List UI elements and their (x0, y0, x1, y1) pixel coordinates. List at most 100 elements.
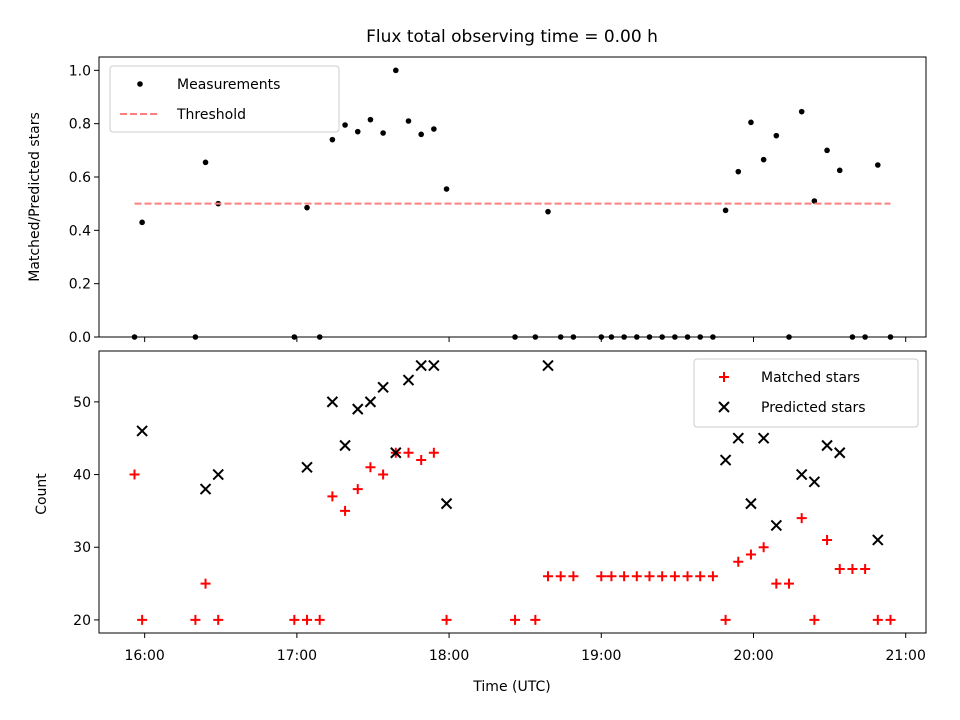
matched-star-point (428, 447, 439, 458)
x-tick-label: 16:00 (124, 648, 164, 664)
matched-star-point (302, 614, 313, 625)
matched-star-point (543, 571, 554, 582)
ratio-legend: Measurements Threshold (109, 65, 340, 133)
predicted-star-point (199, 483, 212, 495)
measurement-point (735, 168, 742, 175)
predicted-star-point (732, 432, 744, 444)
matched-star-point (619, 571, 630, 582)
y-tick-label: 0.6 (69, 170, 91, 186)
measurement-point (304, 204, 310, 211)
x-tick-label: 20:00 (733, 648, 773, 664)
legend-label: Predicted stars (761, 400, 866, 416)
matched-star-point (669, 571, 680, 582)
bottom-y-axis-label: Count (34, 473, 50, 515)
predicted-star-point (834, 447, 846, 459)
matched-star-point (695, 571, 706, 582)
legend-box (109, 65, 340, 133)
matched-star-point (784, 578, 795, 589)
ratio-plot-frame (98, 56, 927, 338)
matched-star-point (682, 571, 693, 582)
predicted-star-point (770, 519, 783, 532)
y-tick-label: 1.0 (69, 63, 91, 79)
predicted-star-point (440, 497, 453, 510)
matched-star-point (190, 614, 201, 625)
matched-star-point (644, 571, 655, 582)
matched-star-point (314, 614, 325, 625)
measurement-point (443, 186, 450, 192)
matched-star-point (796, 513, 807, 524)
measurement-point (545, 208, 551, 215)
predicted-star-point (808, 476, 821, 488)
predicted-star-point (326, 396, 339, 408)
predicted-star-point (364, 396, 377, 408)
predicted-star-point (415, 359, 427, 372)
legend-marker (719, 372, 729, 382)
predicted-star-point (795, 468, 808, 481)
y-tick-label: 40 (73, 468, 91, 484)
measurement-point (748, 119, 754, 126)
measurement-point (393, 67, 399, 74)
matched-star-point (441, 614, 452, 625)
matched-star-point (707, 571, 718, 582)
predicted-star-point (872, 534, 884, 546)
predicted-star-point (757, 432, 770, 444)
measurement-point (811, 198, 818, 204)
x-tick-label: 18:00 (429, 648, 469, 664)
matched-star-point (510, 614, 521, 625)
predicted-star-point (377, 381, 389, 394)
legend-box (693, 358, 919, 428)
matched-star-point (733, 556, 744, 567)
matched-star-point (365, 462, 376, 473)
measurement-point (418, 131, 424, 138)
measurement-point (342, 122, 348, 128)
measurement-point (354, 128, 361, 135)
matched-star-point (340, 505, 351, 516)
measurement-point (824, 147, 830, 154)
matched-star-point (200, 578, 211, 589)
count-marks (129, 359, 896, 625)
x-axis-label: Time (UTC) (472, 679, 550, 695)
matched-star-point (289, 614, 300, 625)
x-tick-label: 17:00 (277, 648, 317, 664)
top-y-axis-label: Matched/Predicted stars (27, 112, 43, 282)
legend-label: Matched stars (761, 370, 860, 386)
measurement-point (875, 162, 881, 168)
predicted-star-point (821, 439, 833, 452)
y-tick-label: 30 (73, 540, 91, 556)
measurement-point (431, 126, 437, 132)
y-tick-label: 0.8 (69, 117, 91, 133)
matched-star-point (771, 578, 782, 589)
matched-star-point (530, 614, 541, 625)
matched-star-point (403, 447, 414, 458)
predicted-star-point (428, 359, 440, 372)
matched-star-point (213, 614, 224, 625)
y-tick-label: 0.2 (69, 277, 91, 293)
y-tick-label: 0.4 (69, 223, 91, 239)
matched-star-point (416, 455, 427, 466)
measurement-point (722, 207, 729, 214)
measurement-point (760, 156, 767, 163)
y-tick-label: 50 (73, 395, 91, 411)
x-tick-label: 21:00 (886, 648, 926, 664)
measurement-point (798, 108, 805, 115)
count-plot-frame (98, 350, 927, 634)
measurement-point (329, 136, 336, 143)
ratio-marks (131, 67, 894, 340)
y-tick-label: 20 (73, 613, 91, 629)
measurement-point (836, 167, 843, 174)
predicted-star-point (339, 439, 351, 452)
matched-star-point (129, 469, 140, 480)
count-legend: Matched stars Predicted stars (693, 358, 919, 428)
matched-star-point (885, 614, 896, 625)
matched-star-point (847, 564, 858, 575)
matched-star-point (720, 614, 731, 625)
matched-star-point (137, 614, 148, 625)
matched-star-point (378, 469, 389, 480)
measurement-point (139, 219, 145, 226)
matched-star-point (834, 564, 845, 575)
y-tick-label: 0.0 (69, 330, 91, 346)
matched-star-point (872, 614, 883, 625)
matched-star-point (860, 564, 871, 575)
legend-label: Threshold (176, 107, 246, 123)
measurement-point (405, 118, 412, 124)
